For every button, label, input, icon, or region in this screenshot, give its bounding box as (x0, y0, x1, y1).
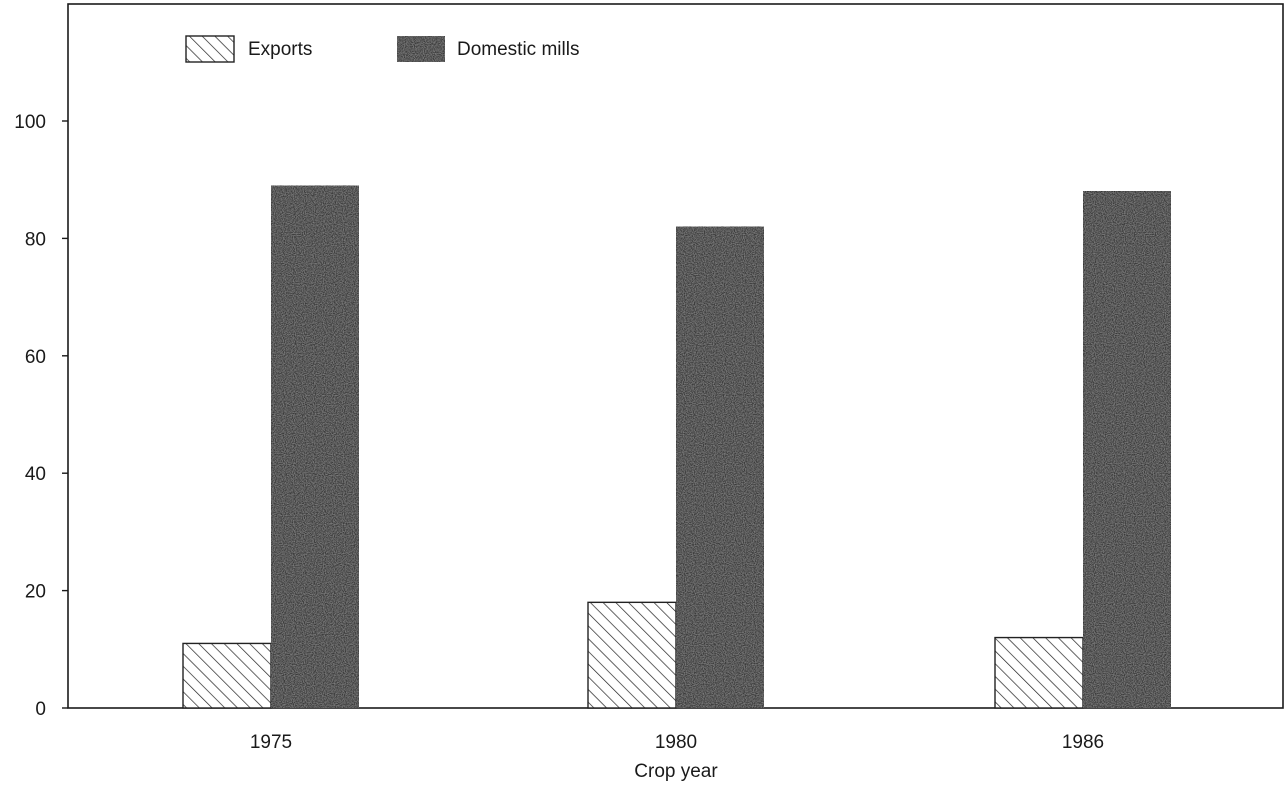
bar-exports-1980 (587, 601, 677, 709)
bar-domestic-mills-1975 (270, 185, 360, 709)
y-tick-label: 100 (14, 112, 46, 133)
x-axis-ticks: 1975 1980 1986 (250, 732, 1104, 753)
bar-exports-1975 (182, 642, 272, 709)
bar-domestic-mills-1986 (1082, 190, 1172, 709)
x-tick-label-1975: 1975 (250, 732, 292, 753)
y-tick-label: 0 (35, 699, 46, 720)
x-tick-label-1986: 1986 (1062, 732, 1104, 753)
legend-label-domestic-mills: Domestic mills (457, 39, 579, 60)
bars (182, 185, 1172, 709)
legend-label-exports: Exports (248, 39, 312, 60)
x-tick-label-1980: 1980 (655, 732, 697, 753)
y-tick-label: 40 (25, 464, 46, 485)
y-tick-label: 60 (25, 347, 46, 368)
y-tick-label: 20 (25, 582, 46, 603)
bar-exports-1986 (994, 636, 1084, 709)
bar-domestic-mills-1980 (675, 226, 765, 709)
x-axis-title: Crop year (634, 761, 718, 782)
y-tick-label: 80 (25, 229, 46, 250)
y-axis-ticks: 0 20 40 60 80 100 (14, 112, 68, 720)
legend-swatch-exports (185, 35, 235, 63)
legend-swatch-domestic-mills (397, 36, 445, 62)
legend: Exports Domestic mills (185, 35, 579, 63)
